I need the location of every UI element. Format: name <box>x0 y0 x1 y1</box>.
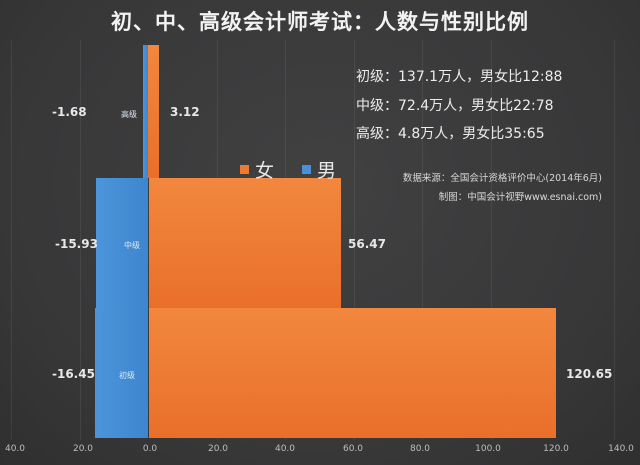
x-tick: 140.0 <box>608 444 634 454</box>
x-tick: 0.0 <box>142 444 158 454</box>
legend-swatch-male <box>302 165 312 174</box>
bar-senior-male <box>143 45 148 178</box>
chart-credit: 制图：中国会计视野www.esnai.com) <box>438 192 602 203</box>
category-senior: 高级 <box>121 110 137 119</box>
legend-male: 男 <box>317 160 337 182</box>
x-tick: 100.0 <box>475 444 501 454</box>
x-tick: 60.0 <box>342 444 364 454</box>
legend: 女 男 <box>240 156 336 183</box>
bar-middle-male <box>96 178 148 308</box>
x-tick: 20.0 <box>72 444 94 454</box>
bar-junior-male <box>95 308 148 438</box>
value-junior-female: 120.65 <box>566 367 613 381</box>
value-middle-female: 56.47 <box>348 237 386 251</box>
value-junior-male: -16.45 <box>52 367 95 381</box>
legend-swatch-female <box>240 165 249 174</box>
info-senior: 高级：4.8万人，男女比35:65 <box>356 126 545 142</box>
x-tick: 40.0 <box>4 444 26 454</box>
gridline <box>80 40 81 440</box>
category-middle: 中级 <box>124 241 140 250</box>
value-senior-male: -1.68 <box>52 105 87 119</box>
category-junior: 初级 <box>119 371 135 380</box>
value-middle-male: -15.93 <box>55 237 98 251</box>
info-middle: 中级：72.4万人，男女比22:78 <box>356 98 554 114</box>
legend-female: 女 <box>255 160 275 182</box>
x-tick: 40.0 <box>274 444 296 454</box>
bar-middle-female <box>149 178 341 308</box>
x-tick: 20.0 <box>207 444 229 454</box>
gridline <box>354 40 355 440</box>
chart-title: 初、中、高级会计师考试：人数与性别比例 <box>111 10 529 34</box>
gridline <box>614 40 615 440</box>
bar-junior-female <box>149 308 556 438</box>
gridline <box>11 40 12 440</box>
data-source: 数据来源：全国会计资格评价中心(2014年6月) <box>402 173 602 184</box>
bar-senior-female <box>148 45 159 178</box>
value-senior-female: 3.12 <box>170 105 200 119</box>
info-junior: 初级：137.1万人，男女比12:88 <box>356 69 563 85</box>
x-tick: 120.0 <box>543 444 569 454</box>
gridline <box>422 40 423 440</box>
x-tick: 80.0 <box>409 444 431 454</box>
gridline <box>491 40 492 440</box>
